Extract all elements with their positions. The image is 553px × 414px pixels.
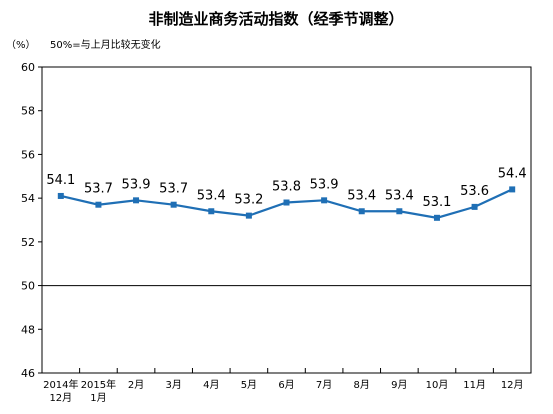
data-point	[57, 192, 64, 199]
x-tick-label: 5月	[241, 379, 257, 391]
data-label: 53.7	[159, 182, 188, 197]
x-tick-label: 2月	[128, 379, 144, 391]
data-point	[208, 208, 215, 215]
x-tick-label: 2015年	[81, 378, 116, 391]
data-label: 54.4	[498, 166, 527, 181]
x-tick-label: 4月	[203, 379, 219, 391]
plot-frame	[41, 66, 532, 374]
x-tick-label: 2014年	[43, 378, 78, 391]
x-tick-label: 12月	[49, 392, 72, 404]
data-point	[358, 208, 365, 215]
x-tick-label: 6月	[278, 379, 294, 391]
data-label: 53.9	[310, 177, 339, 192]
x-tick-label: 12月	[501, 379, 524, 391]
y-tick-label: 46	[21, 367, 35, 380]
reference-note: 50%=与上月比较无变化	[50, 38, 161, 51]
data-label: 53.2	[234, 193, 263, 208]
unit-label: （%）	[6, 39, 36, 51]
data-point	[95, 201, 102, 208]
x-tick-label: 11月	[463, 379, 486, 391]
data-label: 54.1	[46, 173, 75, 188]
y-tick-label: 50	[21, 280, 35, 293]
data-point	[433, 214, 440, 221]
y-tick-label: 58	[21, 105, 35, 118]
data-label: 53.1	[422, 195, 451, 210]
chart-title: 非制造业商务活动指数（经季节调整）	[148, 10, 403, 28]
data-point	[133, 197, 140, 204]
x-tick-label: 7月	[316, 379, 332, 391]
data-point	[396, 208, 403, 215]
data-point	[245, 212, 252, 219]
data-point	[509, 186, 516, 193]
data-label: 53.8	[272, 180, 301, 195]
data-label: 53.7	[84, 182, 113, 197]
y-tick-label: 52	[21, 236, 35, 249]
data-label: 53.6	[460, 184, 489, 199]
data-point	[170, 201, 177, 208]
x-tick-label: 10月	[426, 379, 449, 391]
y-tick-label: 60	[21, 61, 35, 74]
y-tick-label: 54	[21, 192, 35, 205]
data-label: 53.9	[122, 177, 151, 192]
data-label: 53.4	[197, 188, 226, 203]
x-tick-label: 9月	[391, 379, 407, 391]
x-tick-label: 3月	[165, 379, 181, 391]
data-point	[283, 199, 290, 206]
data-point	[471, 203, 478, 210]
x-tick-label: 8月	[354, 379, 370, 391]
x-tick-label: 1月	[90, 392, 106, 404]
y-tick-label: 48	[21, 323, 35, 336]
data-point	[321, 197, 328, 204]
data-label: 53.4	[347, 188, 376, 203]
y-tick-label: 56	[21, 148, 35, 161]
data-label: 53.4	[385, 188, 414, 203]
